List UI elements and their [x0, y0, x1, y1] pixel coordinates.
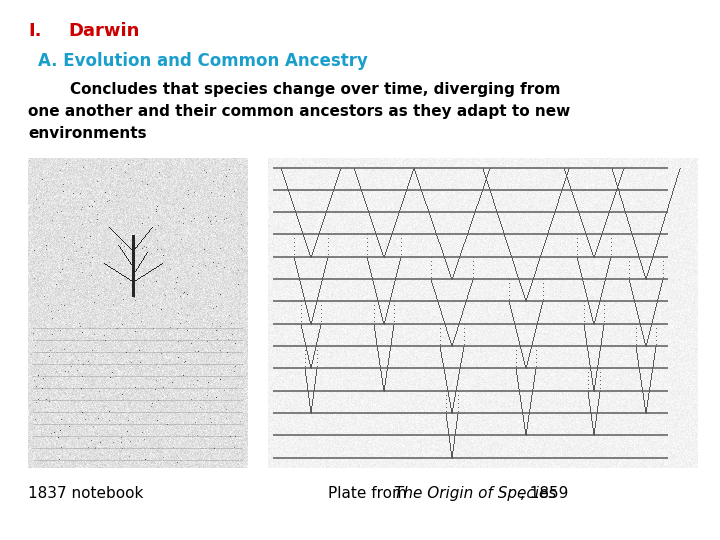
Text: Darwin: Darwin [68, 22, 140, 40]
Text: 1837 notebook: 1837 notebook [28, 486, 143, 501]
Text: environments: environments [28, 126, 147, 141]
Text: A. Evolution and Common Ancestry: A. Evolution and Common Ancestry [38, 52, 368, 70]
Text: one another and their common ancestors as they adapt to new: one another and their common ancestors a… [28, 104, 570, 119]
Text: The Origin of Species: The Origin of Species [394, 486, 557, 501]
Text: Concludes that species change over time, diverging from: Concludes that species change over time,… [28, 82, 560, 97]
Text: Plate from: Plate from [328, 486, 412, 501]
Text: I.: I. [28, 22, 42, 40]
Text: , 1859: , 1859 [520, 486, 568, 501]
